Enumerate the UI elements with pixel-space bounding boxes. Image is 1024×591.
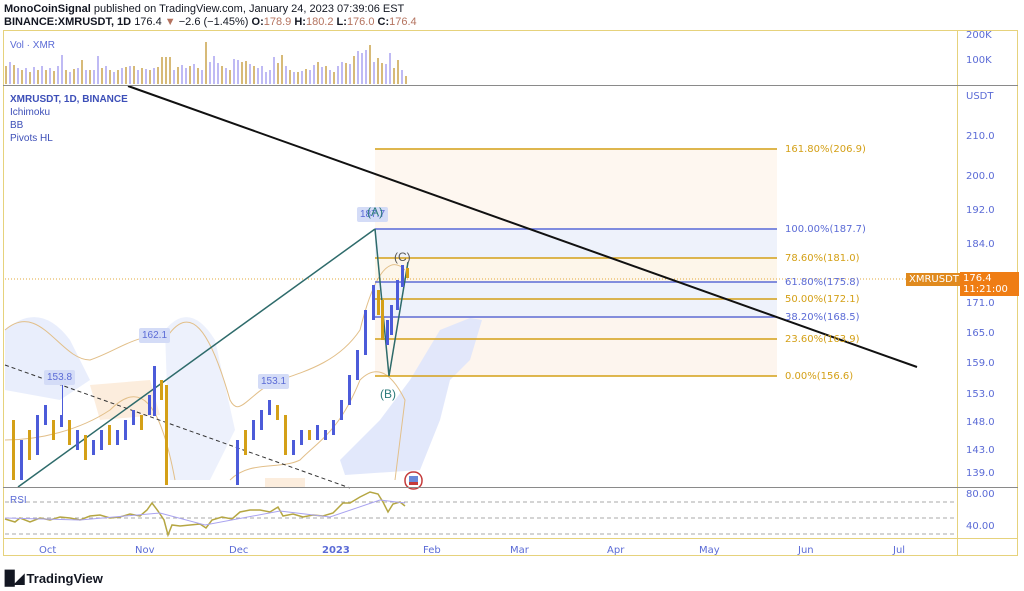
time-tick: May [699,545,720,556]
rsi-axis-40: 40.00 [966,521,995,532]
tradingview-logo[interactable]: ▉◢ TradingView [5,570,103,587]
close-value: 176.4 [389,16,417,28]
fib-level-78-6: 78.60%(181.0) [785,253,860,264]
fib-level-161-8: 161.80%(206.9) [785,144,866,155]
fib-level-38-2: 38.20%(168.5) [785,312,860,323]
fib-level-0: 0.00%(156.6) [785,371,854,382]
symbol-title: BINANCE:XMRUSDT, 1D [4,16,132,28]
last-price-tag: 176.4 11:21:00 [960,272,1019,296]
price-tick: 153.0 [966,389,995,400]
time-tick: Nov [135,545,155,556]
time-tick: Jun [798,545,814,556]
price-tick: 159.0 [966,358,995,369]
low-label: L: [336,16,347,28]
published-text: published on TradingView.com, January 24… [93,3,405,15]
symbol-info: BINANCE:XMRUSDT, 1D 176.4 ▼ −2.6 (−1.45%… [4,16,417,29]
high-label: H: [294,16,306,28]
bar-countdown: 11:21:00 [963,284,1008,295]
rsi-axis-80: 80.00 [966,489,995,500]
time-tick: Feb [423,545,441,556]
fib-level-100: 100.00%(187.7) [785,224,866,235]
last-price-value: 176.4 [963,273,992,284]
low-value: 176.0 [346,16,375,28]
publish-info: MonoCoinSignal published on TradingView.… [4,3,404,16]
time-tick: Apr [607,545,625,556]
tradingview-logo-icon: ▉◢ [5,570,24,586]
fib-level-50: 50.00%(172.1) [785,294,860,305]
time-tick: Jul [893,545,906,556]
price-tick: 200.0 [966,171,995,182]
time-tick: Dec [229,545,249,556]
time-tick-year: 2023 [322,545,350,556]
volume-axis-200k: 200K [966,30,992,41]
pivot-high-label: 187.7 [357,207,389,222]
publisher-name[interactable]: MonoCoinSignal [4,3,91,15]
volume-bars [5,42,407,84]
wave-label-b: (B) [380,387,396,401]
time-tick: Oct [39,545,57,556]
rsi-pane-divider[interactable] [3,487,1018,488]
price-axis-currency: USDT [966,91,994,102]
last-price: 176.4 [134,16,162,28]
price-tick: 148.0 [966,417,995,428]
time-tick: Mar [510,545,529,556]
brand-name: TradingView [26,571,103,586]
high-value: 180.2 [305,16,334,28]
pivot-high-label: 153.1 [258,374,290,389]
open-label: O: [251,16,264,28]
pivot-high-label: 162.1 [139,328,171,343]
time-axis-divider [3,538,1018,539]
main-series-legend[interactable]: XMRUSDT, 1D, BINANCE [10,94,128,105]
open-value: 178.9 [263,16,292,28]
pivot-high-label: 153.8 [44,370,76,385]
price-tick: 184.0 [966,239,995,250]
indicator-bb[interactable]: BB [10,120,24,131]
close-label: C: [377,16,390,28]
rsi-legend[interactable]: RSI [10,495,27,506]
symbol-price-tag: XMRUSDT [906,273,962,286]
fib-level-23-6: 23.60%(163.9) [785,334,860,345]
chart-frame [3,30,1018,556]
volume-axis-100k: 100K [966,55,992,66]
indicator-pivots[interactable]: Pivots HL [10,133,53,144]
volume-pane-divider[interactable] [3,85,1018,86]
volume-legend[interactable]: Vol · XMR [10,40,56,51]
price-axis-border [957,30,958,556]
price-tick: 143.0 [966,445,995,456]
indicator-ichimoku[interactable]: Ichimoku [10,107,51,118]
wave-label-a: (A) [367,205,383,219]
price-tick: 192.0 [966,205,995,216]
price-change: −2.6 (−1.45%) [178,16,249,28]
price-tick: 210.0 [966,131,995,142]
down-arrow-icon: ▼ [164,16,176,28]
candles [12,265,409,485]
price-tick: 165.0 [966,328,995,339]
fib-level-61-8: 61.80%(175.8) [785,277,860,288]
price-tick: 139.0 [966,468,995,479]
price-tick: 171.0 [966,298,995,309]
wave-label-c: (C) [394,250,411,264]
